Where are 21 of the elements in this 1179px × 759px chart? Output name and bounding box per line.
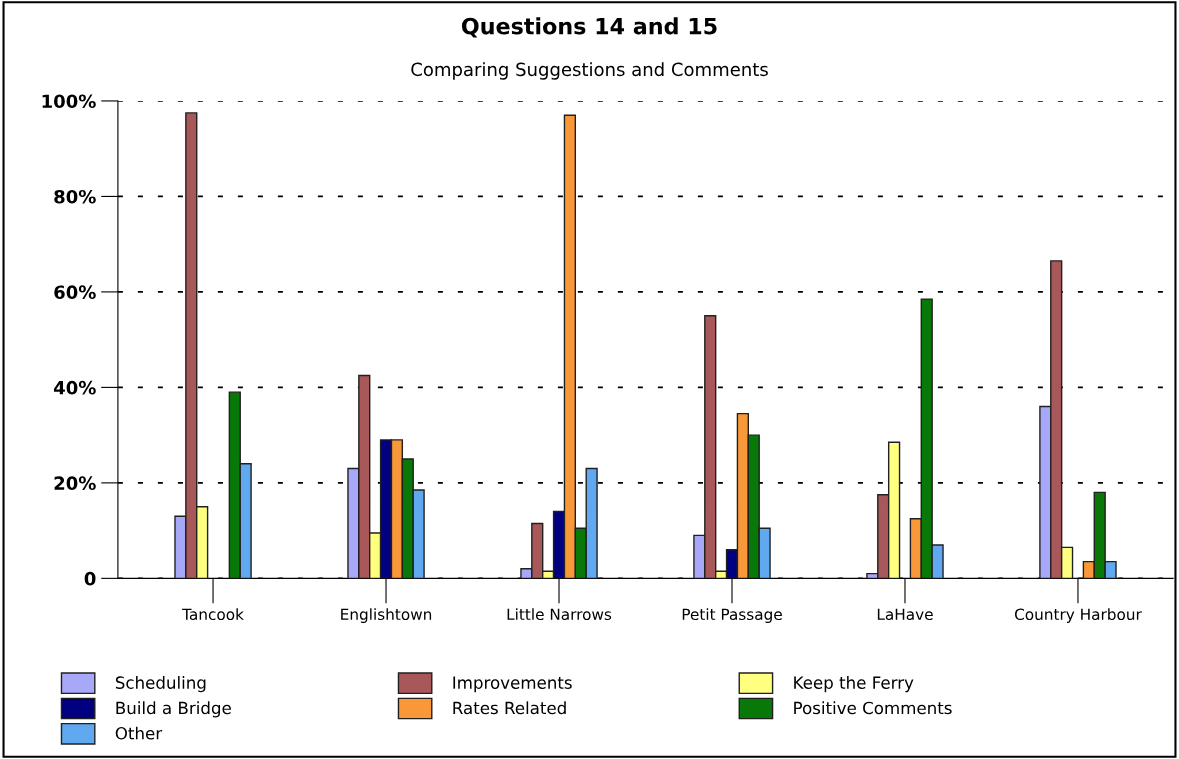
legend-label: Rates Related: [453, 701, 566, 715]
chart-title: Questions 14 and 15: [461, 17, 717, 38]
legend-label: Keep the Ferry: [794, 676, 914, 693]
x-tick-label: Tancook: [182, 608, 244, 621]
y-tick-label: 80%: [54, 189, 96, 204]
x-tick-label: Little Narrows: [507, 608, 612, 621]
x-tick-label: Englishtown: [341, 608, 432, 624]
legend-label: Improvements: [453, 676, 572, 693]
y-tick-label: 20%: [54, 476, 96, 490]
legend-label: Positive Comments: [794, 701, 952, 715]
y-tick-label: 100%: [42, 94, 96, 109]
y-tick-label: 60%: [54, 285, 96, 300]
x-tick-label: LaHave: [877, 608, 933, 621]
legend-label: Build a Bridge: [116, 701, 231, 718]
x-tick-label: Country Harbour: [1014, 608, 1142, 624]
y-tick-label: 0: [84, 571, 96, 586]
legend-label: Scheduling: [115, 676, 206, 693]
x-tick-label: Petit Passage: [682, 608, 782, 624]
y-tick-label: 40%: [53, 380, 96, 395]
legend-label: Other: [115, 726, 163, 740]
chart-subtitle: Comparing Suggestions and Comments: [411, 62, 768, 80]
